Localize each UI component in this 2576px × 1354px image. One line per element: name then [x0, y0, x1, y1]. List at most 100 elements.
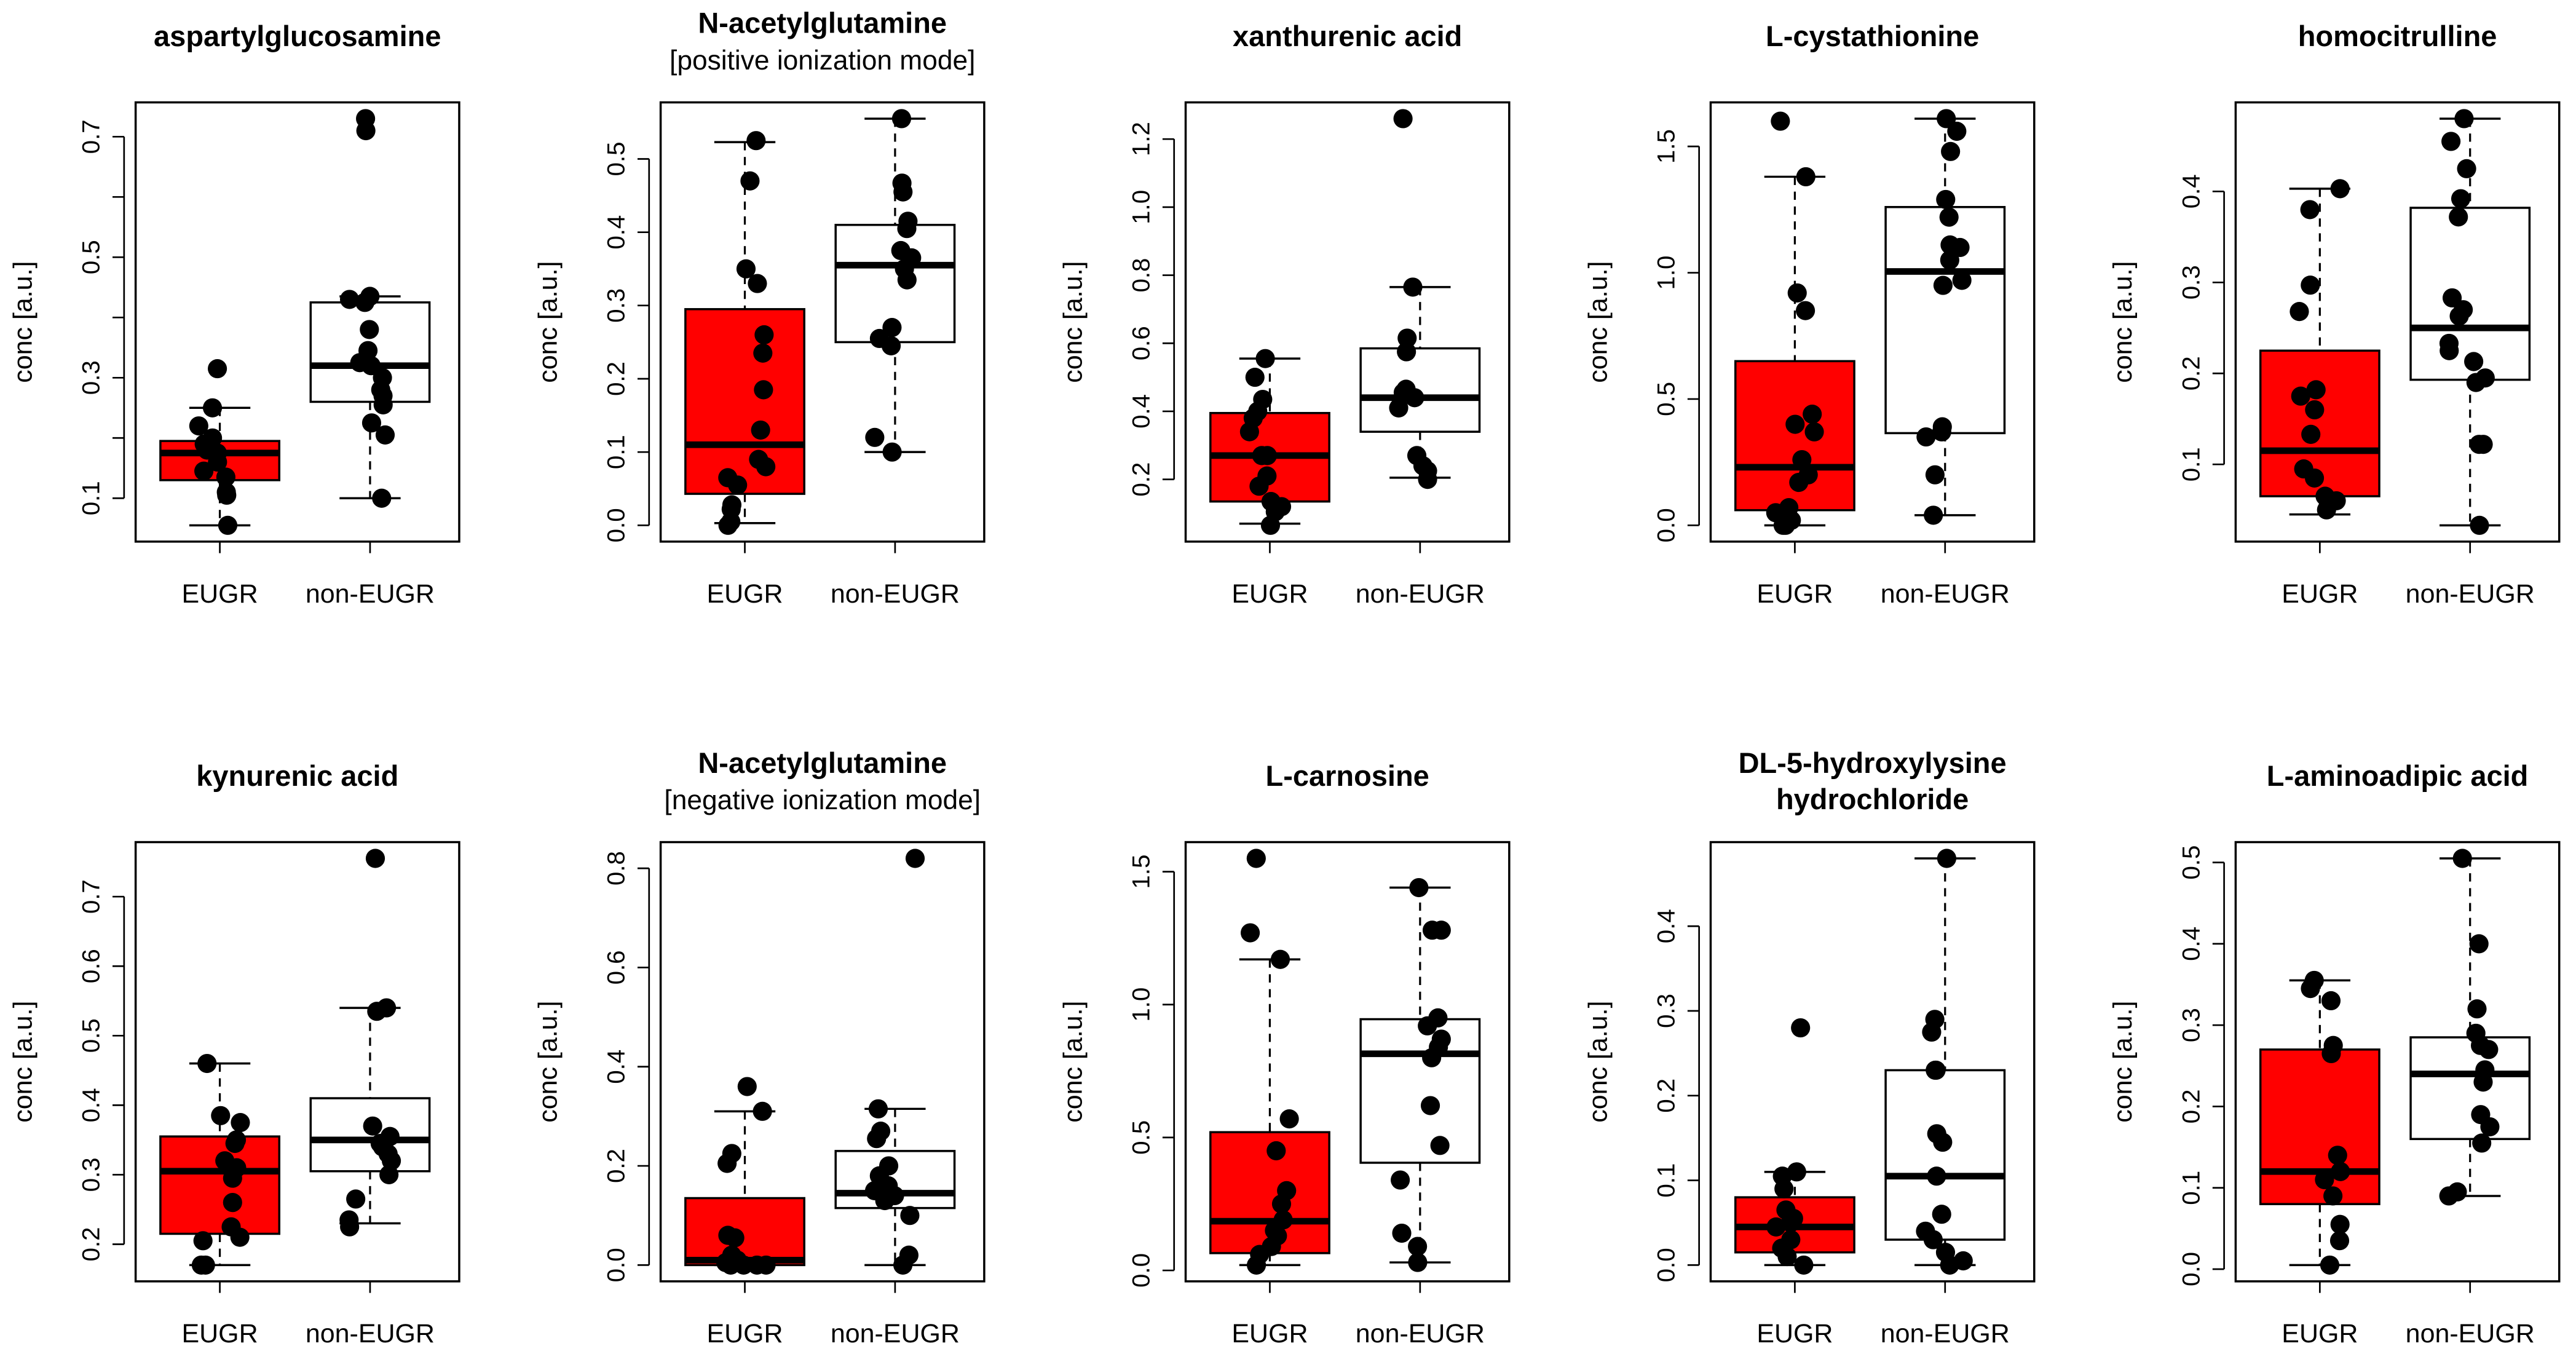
data-point: [1266, 1141, 1286, 1161]
data-point: [728, 475, 748, 495]
y-tick-label: 0.1: [1652, 1163, 1680, 1198]
data-point: [1796, 167, 1815, 187]
data-point: [1925, 465, 1945, 485]
data-point: [2300, 200, 2320, 220]
data-point: [717, 1154, 737, 1173]
y-axis-label: conc [a.u.]: [533, 1001, 563, 1123]
data-point: [900, 1206, 920, 1225]
panel-title: aspartylglucosamine: [154, 20, 441, 52]
data-point: [2457, 159, 2476, 178]
data-point: [1246, 849, 1266, 868]
data-point: [2328, 1146, 2347, 1165]
panel-title: N-acetylglutamine: [698, 746, 947, 779]
data-point: [362, 356, 381, 376]
data-point: [1430, 1136, 1450, 1155]
plot-frame: [134, 101, 460, 543]
data-point: [1391, 1170, 1410, 1190]
y-tick-label: 0.3: [1652, 994, 1680, 1028]
data-point: [1787, 283, 1807, 303]
box-non-eugr: [834, 109, 956, 462]
y-tick-label: 0.4: [1127, 394, 1155, 429]
y-axis-label: conc [a.u.]: [8, 261, 38, 383]
x-tick-label: EUGR: [1231, 579, 1308, 609]
data-point: [1785, 414, 1805, 434]
plot-frame: [1184, 101, 1511, 543]
y-tick-label: 0.2: [1652, 1079, 1680, 1113]
data-point: [1397, 328, 1417, 348]
data-point: [753, 1101, 772, 1121]
plot-frame: [1709, 101, 2036, 543]
data-point: [1420, 1096, 1440, 1115]
y-tick-label: 0.0: [2177, 1252, 2205, 1286]
y-tick-label: 0.5: [1652, 382, 1680, 416]
x-tick-label: EUGR: [1756, 1319, 1833, 1348]
y-tick-label: 1.2: [1127, 122, 1155, 156]
y-tick-label: 0.5: [2177, 845, 2205, 880]
y-axis-label: conc [a.u.]: [8, 1001, 38, 1123]
data-point: [1926, 1060, 1946, 1080]
data-point: [2469, 934, 2489, 954]
data-point: [2321, 991, 2341, 1011]
data-point: [1408, 1253, 1428, 1272]
data-point: [1418, 1016, 1437, 1035]
data-point: [2331, 1162, 2350, 1181]
data-point: [2317, 500, 2336, 520]
panel-title: L-cystathionine: [1766, 20, 1979, 52]
data-point: [367, 1002, 387, 1021]
data-point: [2301, 275, 2320, 295]
panel-subtitle: hydrochloride: [1776, 783, 1969, 815]
data-point: [194, 461, 214, 481]
data-point: [1796, 301, 1815, 320]
data-point: [1937, 109, 1956, 129]
iqr-box: [684, 1197, 805, 1267]
data-point: [865, 427, 885, 447]
data-point: [740, 171, 760, 191]
x-tick-label: EUGR: [706, 579, 783, 609]
data-point: [1239, 422, 1259, 441]
data-point: [217, 485, 237, 505]
panel-title: L-carnosine: [1266, 759, 1429, 792]
y-tick-label: 0.6: [77, 949, 105, 983]
data-point: [2454, 109, 2474, 129]
panel-9: DL-5-hydroxylysine hydrochloride 0.0 0.1 0.2…: [1583, 746, 2036, 1348]
data-point: [891, 109, 912, 129]
data-point: [1393, 109, 1413, 129]
data-point: [2473, 1072, 2493, 1092]
data-point: [718, 515, 738, 535]
data-point: [355, 293, 375, 312]
data-point: [1773, 515, 1793, 535]
y-tick-label: 0.1: [2177, 1171, 2205, 1205]
data-point: [2330, 179, 2350, 199]
data-point: [1247, 1255, 1266, 1275]
data-point: [373, 395, 393, 414]
data-point: [223, 1193, 242, 1213]
y-tick-label: 0.4: [77, 1088, 105, 1122]
box-non-eugr: [309, 109, 431, 508]
data-point: [218, 515, 238, 535]
x-tick-label: non-EUGR: [2406, 1319, 2535, 1348]
box-non-eugr: [1359, 109, 1481, 489]
y-tick-label: 1.0: [1127, 190, 1155, 224]
panel-title: kynurenic acid: [196, 759, 398, 792]
data-point: [1937, 849, 1956, 868]
y-axis-label: conc [a.u.]: [1583, 1001, 1613, 1123]
data-point: [1923, 1230, 1943, 1249]
y-tick-label: 0.0: [602, 1248, 630, 1282]
data-point: [1933, 275, 1953, 295]
panel-subtitle: [positive ionization mode]: [670, 46, 975, 76]
data-point: [1257, 446, 1277, 465]
data-point: [1392, 1223, 1412, 1243]
y-tick-label: 0.4: [602, 215, 630, 250]
panel-subtitle: [negative ionization mode]: [664, 785, 981, 815]
data-point: [1431, 920, 1451, 940]
box-eugr: [2259, 179, 2380, 520]
y-tick-label: 0.2: [602, 362, 630, 396]
data-point: [1271, 1194, 1292, 1214]
data-point: [868, 1099, 888, 1118]
x-tick-label: EUGR: [1756, 579, 1833, 609]
data-point: [1941, 141, 1961, 161]
y-tick-label: 0.5: [77, 240, 105, 274]
panel-3: xanthurenic acid 0.2 0.4 0.6 0.8 1.0 1.2 conc […: [1058, 20, 1511, 609]
box-non-eugr: [2409, 109, 2531, 535]
